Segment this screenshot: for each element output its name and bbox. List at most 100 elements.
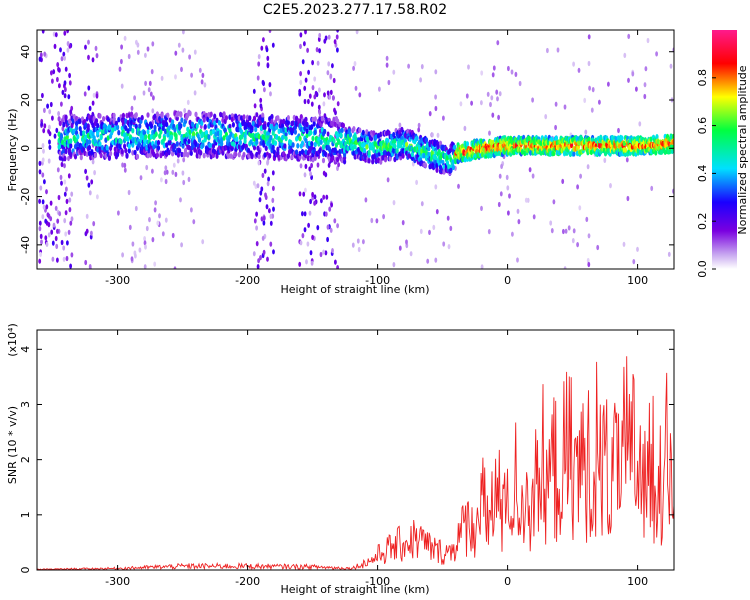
spectrogram-cell — [219, 129, 223, 136]
spectrogram-cell — [268, 30, 272, 33]
spectrogram-cell — [277, 154, 281, 161]
spectrogram-cell — [63, 55, 66, 61]
spectrogram-cell — [321, 157, 326, 164]
spectrogram-cell — [106, 135, 110, 141]
spectrogram-cell — [442, 115, 445, 121]
spectrogram-cell — [91, 57, 95, 63]
spectrogram-cell — [121, 162, 124, 168]
spectrogram-cell — [286, 153, 290, 159]
spectrogram-cell — [311, 135, 315, 142]
spectrogram-cell — [63, 179, 67, 185]
spectrogram-cell — [255, 211, 258, 217]
spectrogram-cell — [353, 61, 357, 67]
spectrogram-cell — [587, 34, 591, 40]
spectrogram-cell — [136, 42, 140, 48]
colorbar-tick-label: 0.2 — [696, 212, 709, 230]
spectrogram-cell — [442, 241, 446, 247]
spectrogram-cell — [183, 108, 187, 114]
spectrogram-cell — [146, 112, 150, 118]
spectrogram-cell — [63, 30, 67, 36]
x-tick-label: 0 — [504, 274, 511, 287]
spectrogram-cell — [238, 139, 242, 146]
spectrogram-cell — [153, 113, 157, 120]
spectrogram-cell — [284, 131, 288, 137]
spectrogram-cell — [192, 219, 196, 225]
spectrogram-cell — [121, 252, 124, 258]
spectrogram-cell — [197, 137, 202, 143]
spectrogram-cell — [626, 195, 630, 202]
spectrogram-cell — [180, 117, 184, 123]
spectrogram-cell — [357, 246, 361, 253]
spectrogram-cell — [488, 130, 491, 136]
spectrogram-cell — [58, 67, 61, 73]
spectrogram-cell — [88, 105, 92, 111]
spectrogram-cell — [336, 47, 339, 53]
spectrogram-cell — [481, 152, 485, 158]
spectrogram-cell — [96, 122, 100, 129]
spectrogram-cell — [147, 87, 151, 93]
spectrogram-cell — [420, 201, 424, 207]
spectrogram-cell — [324, 211, 328, 217]
spectrogram-cell — [311, 60, 314, 66]
spectrogram-cell — [572, 228, 576, 234]
spectrogram-cell — [240, 129, 244, 135]
spectrogram-cell — [308, 93, 312, 99]
spectrogram-cell — [145, 144, 149, 151]
spectrogram-cell — [500, 163, 503, 169]
spectrogram-cell — [671, 139, 674, 145]
spectrogram-cell — [99, 152, 103, 159]
spectrogram-cell — [326, 224, 330, 230]
spectrogram-cell — [298, 135, 302, 142]
spectrogram-cell — [45, 241, 49, 247]
spectrogram-cell — [48, 124, 51, 130]
spectrogram-cell — [167, 125, 171, 131]
spectrogram-cell — [323, 92, 326, 98]
spectrogram-cell — [310, 141, 314, 147]
spectrogram-cell — [82, 130, 86, 136]
spectrogram-cell — [431, 132, 434, 138]
spectrogram-cell — [516, 257, 519, 263]
spectrogram-cell — [262, 37, 265, 43]
spectrogram-cell — [315, 47, 319, 53]
spectrogram-cell — [120, 83, 124, 89]
spectrogram-cell — [451, 164, 455, 171]
spectrogram-cell — [318, 110, 322, 116]
spectrogram-cell — [401, 153, 405, 159]
spectrogram-cell — [480, 264, 484, 269]
y-tick-label: 2 — [19, 456, 32, 463]
spectrogram-cell — [98, 113, 102, 119]
spectrogram-cell — [64, 114, 68, 121]
spectrogram-cell — [432, 224, 436, 230]
spectrogram-cell — [201, 72, 205, 78]
spectrogram-cell — [454, 157, 458, 163]
spectrogram-cell — [120, 148, 124, 155]
snr-x-axis-label: Height of straight line (km) — [280, 583, 429, 596]
spectrogram-cell — [48, 139, 51, 145]
spectrogram-cell — [269, 91, 272, 97]
spectrogram-cell — [333, 107, 336, 113]
spectrogram-cell — [424, 137, 429, 143]
spectrogram-cell — [60, 161, 64, 168]
spectrogram-cell — [602, 140, 606, 146]
spectrogram-cell — [549, 220, 553, 226]
spectrogram-cell — [463, 125, 467, 131]
spectrogram-cell — [340, 157, 344, 164]
spectrogram-cell — [318, 48, 321, 54]
spectrogram-cell — [153, 261, 157, 267]
colorbar-tick-label: 0.4 — [696, 165, 709, 183]
spectrogram-cell — [304, 77, 308, 83]
spectrogram-cell — [257, 61, 261, 67]
spectrogram-cell — [106, 116, 110, 122]
spectrogram-cell — [174, 74, 177, 80]
spectrogram-cell — [257, 160, 261, 166]
spectrogram-cell — [261, 112, 265, 119]
spectrogram-cell — [331, 248, 334, 254]
spectrogram-cell — [364, 197, 368, 203]
spectrogram-cell — [409, 251, 413, 257]
spectrogram-cell — [491, 72, 495, 78]
spectrogram-cell — [269, 213, 273, 219]
spectrogram-cell — [334, 142, 338, 148]
spectrogram-cell — [286, 119, 290, 126]
spectrogram-cell — [43, 179, 46, 185]
